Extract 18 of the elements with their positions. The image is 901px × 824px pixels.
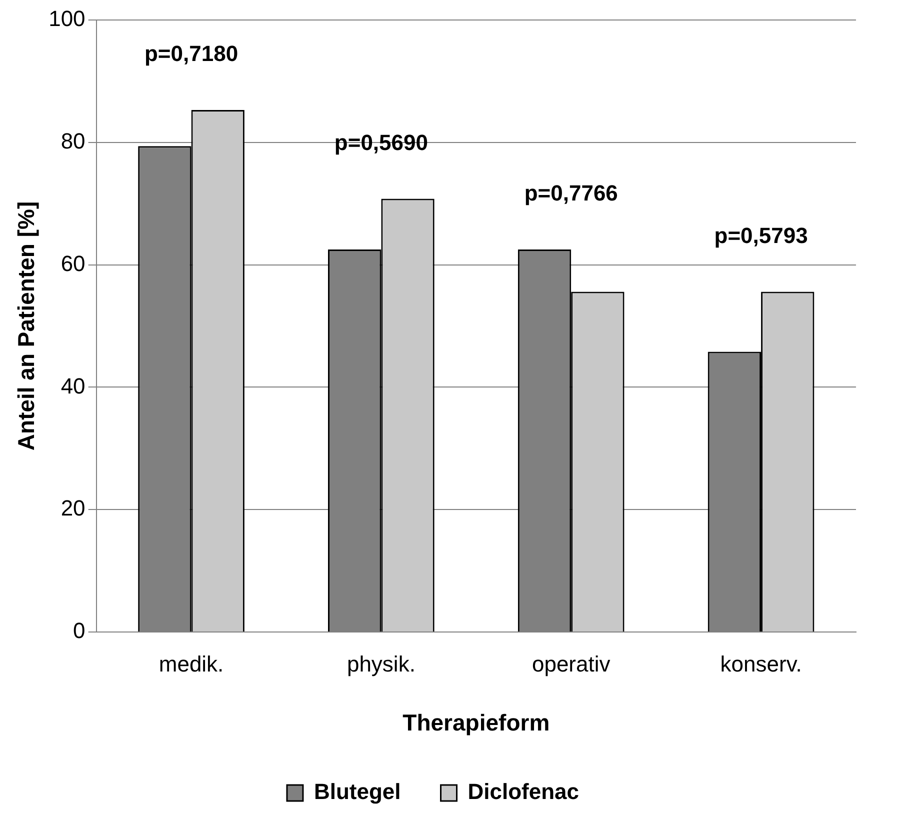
y-tick-label: 40: [60, 373, 86, 398]
x-axis-title: Therapieform: [402, 710, 550, 736]
annotation: p=0,5793: [714, 222, 808, 248]
y-tick-label: 80: [60, 128, 86, 154]
y-axis-title: Anteil an Patienten [%]: [13, 201, 40, 451]
annotation: p=0,7766: [524, 180, 618, 206]
annotation: p=0,7180: [144, 41, 238, 66]
x-tick-label: konserv.: [720, 651, 802, 676]
x-tick-label: operativ: [532, 651, 610, 676]
x-tick-label: physik.: [346, 651, 416, 676]
x-tick-label: medik.: [158, 651, 224, 676]
annotation: p=0,5690: [334, 130, 428, 155]
y-tick-label: 60: [60, 250, 86, 276]
y-tick-label: 20: [60, 496, 86, 521]
y-tick-label: 0: [73, 618, 86, 644]
legend-label: Blutegel: [314, 779, 401, 804]
legend-label: Diclofenac: [468, 779, 580, 804]
y-tick-label: 100: [48, 6, 86, 32]
